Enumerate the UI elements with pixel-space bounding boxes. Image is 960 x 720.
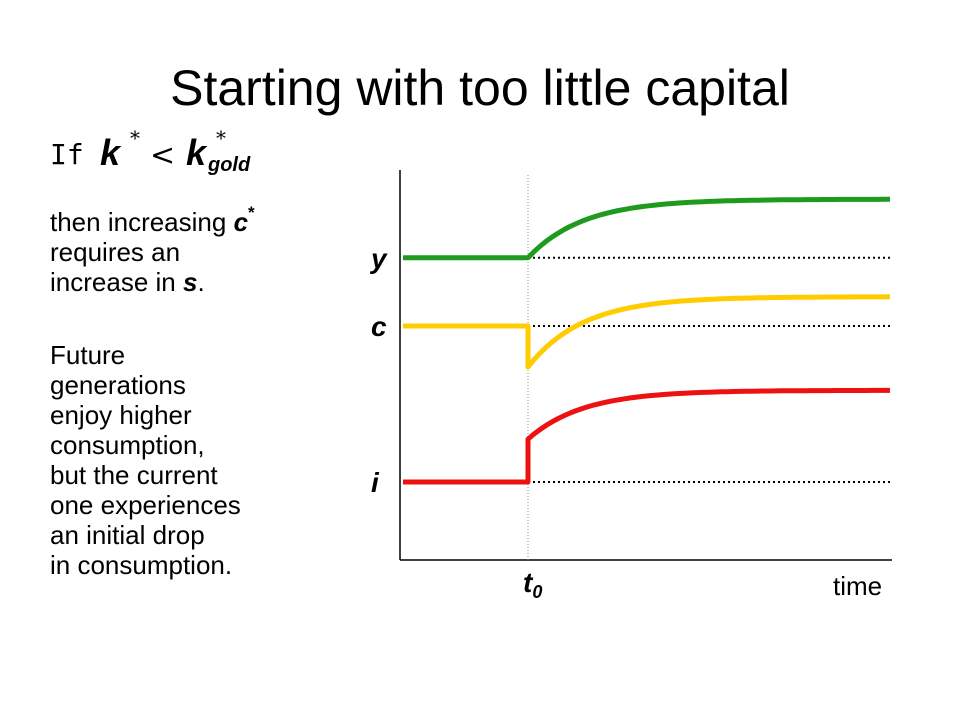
paragraph2-line: in consumption. [50, 550, 233, 580]
series-c-label: c [371, 311, 387, 342]
paragraph2-line: one experiences [50, 490, 241, 520]
paragraph2-line: Future [50, 340, 126, 370]
series-y-line [403, 196, 890, 261]
paragraph1-line1: then increasing c* [50, 198, 255, 237]
paragraph2-line: generations [50, 370, 186, 400]
series-y-label: y [369, 243, 388, 274]
paragraph1-line3-text: increase in [50, 267, 183, 297]
series-i-label: i [371, 467, 380, 498]
condition-lhs-var: k [100, 132, 121, 173]
paragraph1-c-sup: * [248, 203, 255, 222]
paragraph2-line: an initial drop [50, 520, 205, 550]
series-layer: y c i [369, 196, 892, 498]
condition-lhs-sup: * [130, 126, 140, 150]
paragraph-capital-condition: then increasing c* requires an increase … [50, 198, 255, 297]
paragraph-consumption-effect: Future generations enjoy higher consumpt… [50, 340, 241, 580]
condition-if: If [50, 138, 84, 171]
paragraph1-line1-text: then increasing [50, 207, 234, 237]
paragraph2-line: consumption, [50, 430, 205, 460]
condition-rhs-var: k [186, 132, 207, 173]
series-c-line [403, 294, 891, 370]
paragraph1-c-var: c [233, 207, 249, 237]
paragraph1-line3: increase in s. [50, 267, 255, 297]
series-i-line [403, 387, 890, 485]
paragraph1-line2: requires an [50, 237, 181, 267]
paragraph2-line: but the current [50, 460, 218, 490]
shock-time-label: t0 [523, 567, 542, 602]
x-axis-label: time [833, 571, 882, 601]
page-title: Starting with too little capital [170, 60, 790, 116]
paragraph1-s-var: s [182, 267, 198, 297]
paragraph2-line: enjoy higher [50, 400, 192, 430]
condition-rhs-sub: gold [208, 154, 251, 176]
paragraph1-line3-period: . [197, 267, 205, 297]
condition-rhs-sup: * [216, 126, 226, 150]
condition-relation: < [150, 138, 176, 173]
